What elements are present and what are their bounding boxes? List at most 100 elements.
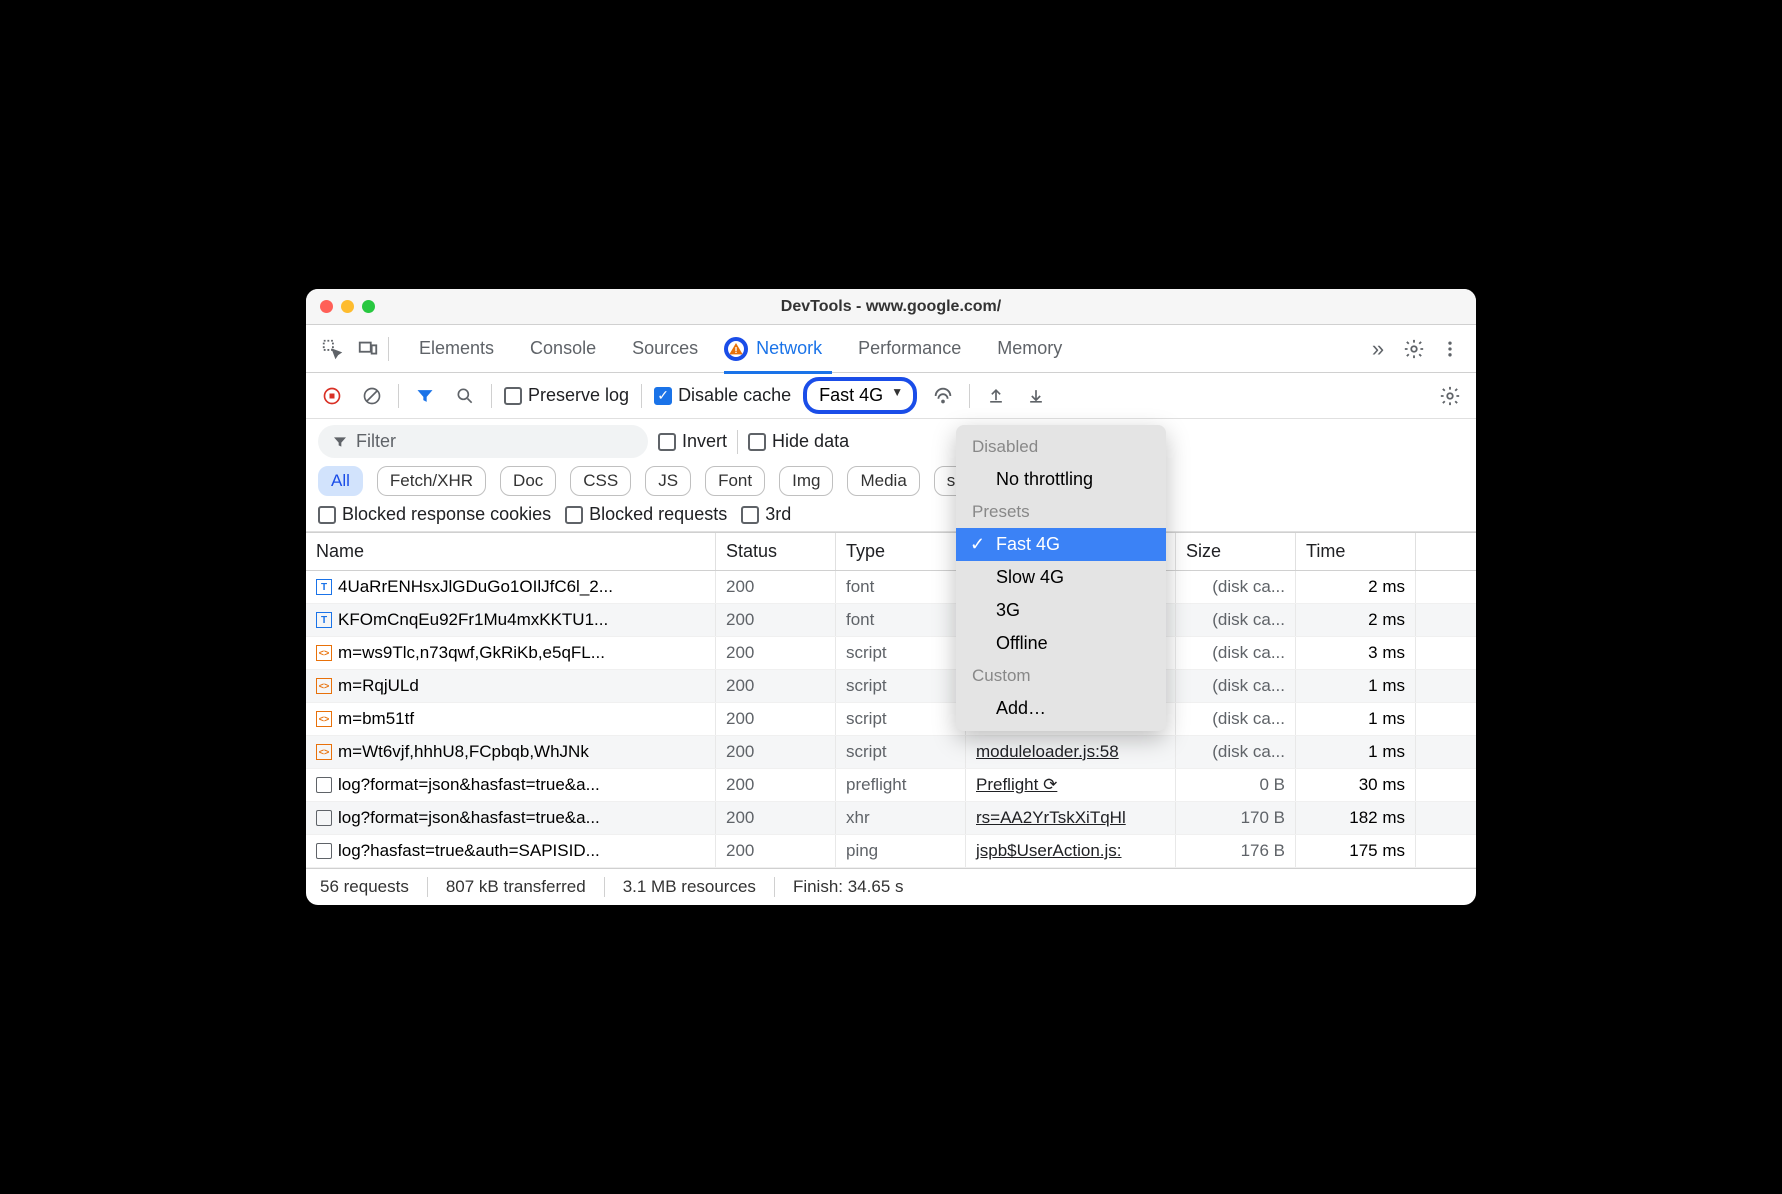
cell-size: (disk ca...	[1176, 571, 1296, 603]
dropdown-item-add-[interactable]: Add…	[956, 692, 1166, 725]
script-file-icon: <>	[316, 678, 332, 694]
table-row[interactable]: T4UaRrENHsxJlGDuGo1OIlJfC6l_2...200fontn…	[306, 571, 1476, 604]
cell-status: 200	[716, 604, 836, 636]
table-row[interactable]: <>m=ws9Tlc,n73qwf,GkRiKb,e5qFL...200scri…	[306, 637, 1476, 670]
blocked-requests-checkbox[interactable]: Blocked requests	[565, 504, 727, 525]
blocked-response-cookies-checkbox[interactable]: Blocked response cookies	[318, 504, 551, 525]
filter-input[interactable]: Filter	[318, 425, 648, 458]
more-tabs-icon[interactable]: »	[1362, 333, 1394, 365]
table-row[interactable]: TKFOmCnqEu92Fr1Mu4mxKKTU1...200fontn3:(d…	[306, 604, 1476, 637]
cell-time: 2 ms	[1296, 571, 1416, 603]
third-party-checkbox[interactable]: 3rd	[741, 504, 791, 525]
checkbox-box	[565, 506, 583, 524]
filter-type-img[interactable]: Img	[779, 466, 833, 496]
column-header-name[interactable]: Name	[306, 533, 716, 570]
window-title: DevTools - www.google.com/	[306, 298, 1476, 316]
divider	[774, 877, 775, 897]
tab-elements[interactable]: Elements	[401, 325, 512, 373]
device-toolbar-icon[interactable]	[352, 333, 384, 365]
disable-cache-checkbox[interactable]: ✓ Disable cache	[654, 385, 791, 406]
checkbox-box	[504, 387, 522, 405]
table-row[interactable]: <>m=bm51tf200scriptmoduleloader.js:58(di…	[306, 703, 1476, 736]
warning-badge-icon	[724, 337, 748, 361]
titlebar: DevTools - www.google.com/	[306, 289, 1476, 325]
dropdown-item-offline[interactable]: Offline	[956, 627, 1166, 660]
divider	[388, 337, 389, 361]
inspect-element-icon[interactable]	[316, 333, 348, 365]
cell-initiator[interactable]: moduleloader.js:58	[966, 736, 1176, 768]
network-table-header: Name Status Type Initiator Size Time	[306, 532, 1476, 571]
settings-icon[interactable]	[1398, 333, 1430, 365]
divider	[491, 384, 492, 408]
status-bar: 56 requests 807 kB transferred 3.1 MB re…	[306, 868, 1476, 905]
column-header-time[interactable]: Time	[1296, 533, 1416, 570]
search-icon[interactable]	[451, 382, 479, 410]
main-tab-bar: ElementsConsoleSourcesNetworkPerformance…	[306, 325, 1476, 373]
tab-network[interactable]: Network	[716, 325, 840, 373]
dropdown-item-fast-4g[interactable]: Fast 4G	[956, 528, 1166, 561]
invert-checkbox[interactable]: Invert	[658, 431, 727, 452]
filter-type-css[interactable]: CSS	[570, 466, 631, 496]
script-file-icon: <>	[316, 711, 332, 727]
table-row[interactable]: <>m=RqjULd200script58(disk ca...1 ms	[306, 670, 1476, 703]
filter-type-media[interactable]: Media	[847, 466, 919, 496]
tab-performance[interactable]: Performance	[840, 325, 979, 373]
cell-status: 200	[716, 637, 836, 669]
cell-time: 2 ms	[1296, 604, 1416, 636]
cell-initiator[interactable]: jspb$UserAction.js:	[966, 835, 1176, 867]
column-header-status[interactable]: Status	[716, 533, 836, 570]
font-file-icon: T	[316, 612, 332, 628]
status-requests: 56 requests	[320, 877, 409, 897]
filter-toggle-icon[interactable]	[411, 382, 439, 410]
export-har-icon[interactable]	[1022, 382, 1050, 410]
hide-data-urls-checkbox[interactable]: Hide data	[748, 431, 849, 452]
cell-time: 1 ms	[1296, 670, 1416, 702]
cell-size: 170 B	[1176, 802, 1296, 834]
filter-type-js[interactable]: JS	[645, 466, 691, 496]
cell-initiator[interactable]: rs=AA2YrTskXiTqHl	[966, 802, 1176, 834]
cell-time: 182 ms	[1296, 802, 1416, 834]
blocked-response-cookies-label: Blocked response cookies	[342, 504, 551, 525]
table-row[interactable]: log?hasfast=true&auth=SAPISID...200pingj…	[306, 835, 1476, 868]
hide-data-label: Hide data	[772, 431, 849, 452]
tab-console[interactable]: Console	[512, 325, 614, 373]
column-header-type[interactable]: Type	[836, 533, 966, 570]
filter-type-fetchxhr[interactable]: Fetch/XHR	[377, 466, 486, 496]
network-settings-icon[interactable]	[1436, 382, 1464, 410]
filter-type-all[interactable]: All	[318, 466, 363, 496]
cell-time: 1 ms	[1296, 703, 1416, 735]
filter-placeholder: Filter	[356, 431, 396, 452]
preserve-log-checkbox[interactable]: Preserve log	[504, 385, 629, 406]
cell-type: script	[836, 703, 966, 735]
blocked-filter-row: Blocked response cookies Blocked request…	[318, 504, 1464, 525]
status-transferred: 807 kB transferred	[446, 877, 586, 897]
column-header-size[interactable]: Size	[1176, 533, 1296, 570]
cell-name: <>m=Wt6vjf,hhhU8,FCpbqb,WhJNk	[306, 736, 716, 768]
table-row[interactable]: log?format=json&hasfast=true&a...200xhrr…	[306, 802, 1476, 835]
dropdown-item-slow-4g[interactable]: Slow 4G	[956, 561, 1166, 594]
divider	[398, 384, 399, 408]
dropdown-item-no-throttling[interactable]: No throttling	[956, 463, 1166, 496]
record-button[interactable]	[318, 382, 346, 410]
devtools-window: DevTools - www.google.com/ ElementsConso…	[306, 289, 1476, 905]
panel-tabs: ElementsConsoleSourcesNetworkPerformance…	[401, 325, 1358, 373]
cell-initiator[interactable]: Preflight ⟳	[966, 769, 1176, 801]
checkbox-box: ✓	[654, 387, 672, 405]
dropdown-item-3g[interactable]: 3G	[956, 594, 1166, 627]
tab-sources[interactable]: Sources	[614, 325, 716, 373]
import-har-icon[interactable]	[982, 382, 1010, 410]
more-options-icon[interactable]	[1434, 333, 1466, 365]
tab-memory[interactable]: Memory	[979, 325, 1080, 373]
network-toolbar: Preserve log ✓ Disable cache Fast 4G	[306, 373, 1476, 419]
throttling-select[interactable]: Fast 4G	[803, 377, 917, 414]
network-conditions-icon[interactable]	[929, 382, 957, 410]
divider	[737, 430, 738, 454]
filter-type-doc[interactable]: Doc	[500, 466, 556, 496]
invert-label: Invert	[682, 431, 727, 452]
clear-button[interactable]	[358, 382, 386, 410]
filter-type-font[interactable]: Font	[705, 466, 765, 496]
table-row[interactable]: log?format=json&hasfast=true&a...200pref…	[306, 769, 1476, 802]
table-row[interactable]: <>m=Wt6vjf,hhhU8,FCpbqb,WhJNk200scriptmo…	[306, 736, 1476, 769]
throttling-dropdown: DisabledNo throttlingPresetsFast 4GSlow …	[956, 425, 1166, 731]
checkbox-box	[658, 433, 676, 451]
